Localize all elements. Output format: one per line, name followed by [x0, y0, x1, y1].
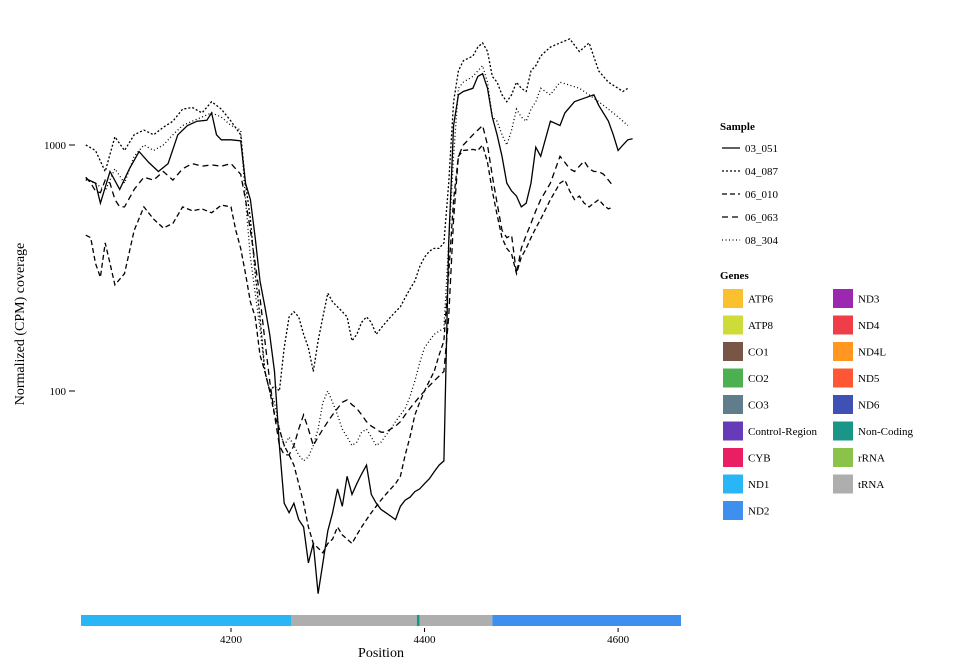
sample-legend: Sample 03_051 04_087 06_010 06_063 08_304	[720, 121, 779, 247]
y-axis-label: Normalized (CPM) coverage	[13, 243, 28, 406]
gene-label-ATP8: ATP8	[748, 320, 774, 332]
gene-segment-ND1	[81, 615, 291, 626]
gene-label-Non-Coding: Non-Coding	[858, 426, 914, 438]
y-tick-label: 100	[50, 386, 67, 398]
gene-swatch-ND4L	[833, 342, 853, 361]
gene-track	[81, 615, 681, 626]
gene-swatch-CO1	[723, 342, 743, 361]
gene-label-CO3: CO3	[748, 400, 769, 412]
gene-swatch-ATP8	[723, 315, 743, 335]
gene-swatch-ND6	[833, 395, 853, 414]
gene-label-ND2: ND2	[748, 506, 769, 518]
legend-label-08_304: 08_304	[745, 235, 779, 247]
series-line-03_051	[85, 72, 633, 594]
gene-label-tRNA: tRNA	[858, 479, 884, 491]
gene-label-ND4L: ND4L	[858, 347, 886, 359]
x-tick-label: 4600	[607, 634, 630, 646]
gene-swatch-ND5	[833, 368, 853, 388]
genes-legend: Genes ATP6 ATP8 CO1 CO2 CO3 Control-Region CYB…	[720, 270, 914, 520]
sample-legend-title: Sample	[720, 121, 755, 133]
series-line-08_304	[85, 64, 629, 462]
gene-swatch-tRNA	[833, 474, 853, 494]
coverage-lines	[85, 38, 633, 594]
gene-swatch-ND4	[833, 315, 853, 335]
series-line-04_087	[85, 38, 629, 393]
gene-label-ND3: ND3	[858, 294, 880, 306]
gene-label-Control-Region: Control-Region	[748, 426, 818, 438]
x-tick-label: 4200	[220, 634, 243, 646]
gene-label-ND1: ND1	[748, 479, 769, 491]
gene-label-ND4: ND4	[858, 320, 880, 332]
gene-swatch-Control-Region	[723, 421, 743, 441]
gene-swatch-ND3	[833, 289, 853, 308]
x-axis-label: Position	[358, 646, 404, 661]
legend-label-06_063: 06_063	[745, 212, 779, 224]
gene-swatch-ND1	[723, 474, 743, 494]
x-axis: 4200 4400 4600	[220, 628, 630, 646]
gene-label-ND5: ND5	[858, 373, 880, 385]
gene-segment-Non-Coding	[416, 615, 420, 626]
gene-label-CO1: CO1	[748, 347, 769, 359]
gene-swatch-rRNA	[833, 448, 853, 467]
gene-swatch-CO2	[723, 368, 743, 388]
gene-label-ATP6: ATP6	[748, 294, 774, 306]
gene-label-CYB: CYB	[748, 453, 771, 465]
series-line-06_063	[85, 124, 614, 456]
genes-legend-title: Genes	[720, 270, 749, 282]
gene-label-CO2: CO2	[748, 373, 769, 385]
gene-swatch-CYB	[723, 448, 743, 467]
gene-label-rRNA: rRNA	[858, 453, 885, 465]
gene-label-ND6: ND6	[858, 400, 880, 412]
gene-segment-ND2	[492, 615, 681, 626]
x-tick-label: 4400	[414, 634, 437, 646]
y-axis: 100 1000	[44, 140, 75, 398]
y-tick-label: 1000	[44, 140, 67, 152]
gene-swatch-ND2	[723, 501, 743, 520]
gene-swatch-CO3	[723, 395, 743, 414]
gene-swatch-Non-Coding	[833, 421, 853, 441]
gene-swatch-ATP6	[723, 289, 743, 308]
legend-label-04_087: 04_087	[745, 166, 779, 178]
series-line-06_010	[85, 143, 614, 554]
legend-label-06_010: 06_010	[745, 189, 779, 201]
gene-segment-tRNA	[291, 615, 417, 626]
gene-segment-tRNA	[419, 615, 493, 626]
legend-label-03_051: 03_051	[745, 143, 778, 155]
